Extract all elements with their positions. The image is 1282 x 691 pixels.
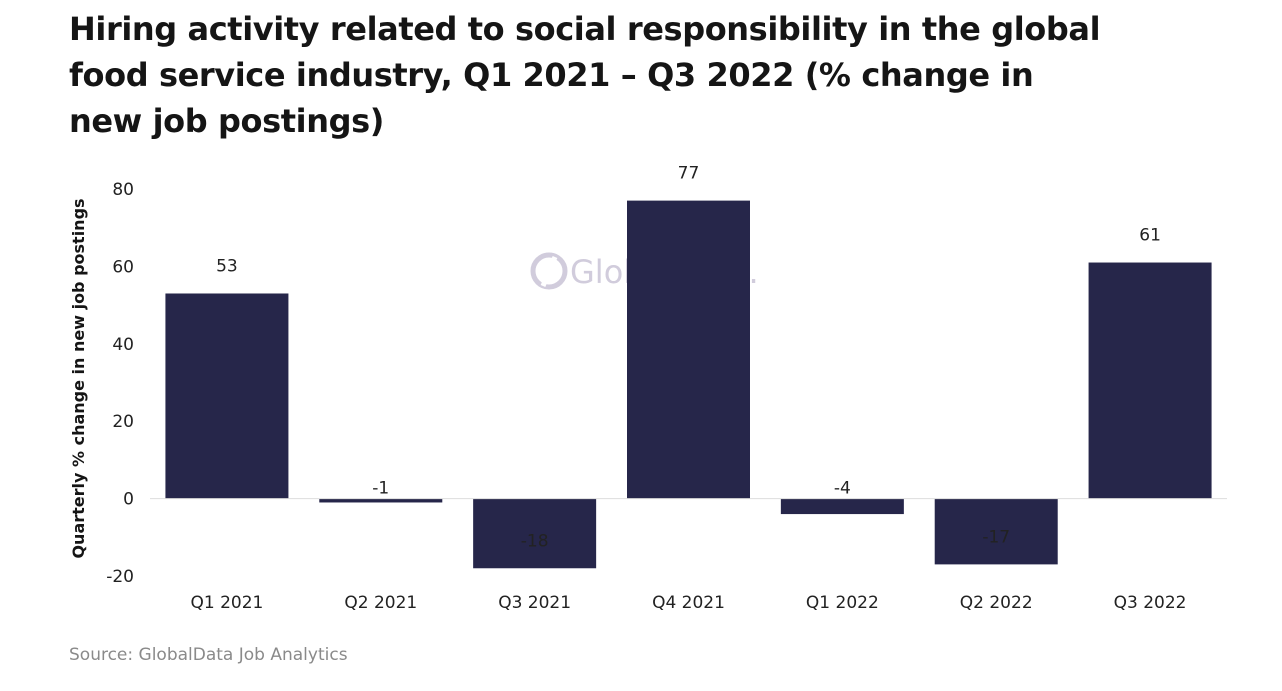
data-labels: 53 -1 -18 77 -4 -17 61 [216,164,1161,552]
globaldata-logo-icon [530,252,568,290]
bar [780,498,904,515]
y-axis-label: Quarterly % change in new job postings [69,198,88,558]
data-label: 77 [678,164,700,184]
bar [627,200,750,499]
bar [165,293,289,499]
x-tick-label: Q3 2022 [1114,593,1187,613]
chart-title: Hiring activity related to social respon… [69,10,1101,140]
data-label: -4 [834,479,851,499]
data-label: -1 [372,479,389,499]
data-label: -18 [521,532,549,552]
x-tick-label: Q3 2021 [498,593,571,613]
x-axis-ticks: Q1 2021 Q2 2021 Q3 2021 Q4 2021 Q1 2022 Q2 20… [190,593,1186,613]
data-label: 61 [1139,226,1161,246]
y-tick-label: 60 [112,257,134,277]
x-tick-label: Q4 2021 [652,593,725,613]
x-tick-label: Q1 2021 [190,593,263,613]
data-label: 53 [216,256,238,276]
bar [934,498,1058,565]
bars [165,200,1212,569]
bar [473,498,597,569]
source-note: Source: GlobalData Job Analytics [69,645,348,665]
y-tick-label: 20 [112,412,134,432]
y-tick-label: 40 [112,335,134,355]
x-tick-label: Q2 2021 [344,593,417,613]
y-tick-label: 80 [112,180,134,200]
y-axis-ticks: -20 0 20 40 60 80 [106,180,134,587]
x-tick-label: Q1 2022 [806,593,879,613]
y-tick-label: 0 [123,490,134,510]
data-label: -17 [982,528,1010,548]
bar [1088,262,1212,499]
y-tick-label: -20 [106,567,134,587]
bar [319,498,443,503]
x-tick-label: Q2 2022 [960,593,1033,613]
